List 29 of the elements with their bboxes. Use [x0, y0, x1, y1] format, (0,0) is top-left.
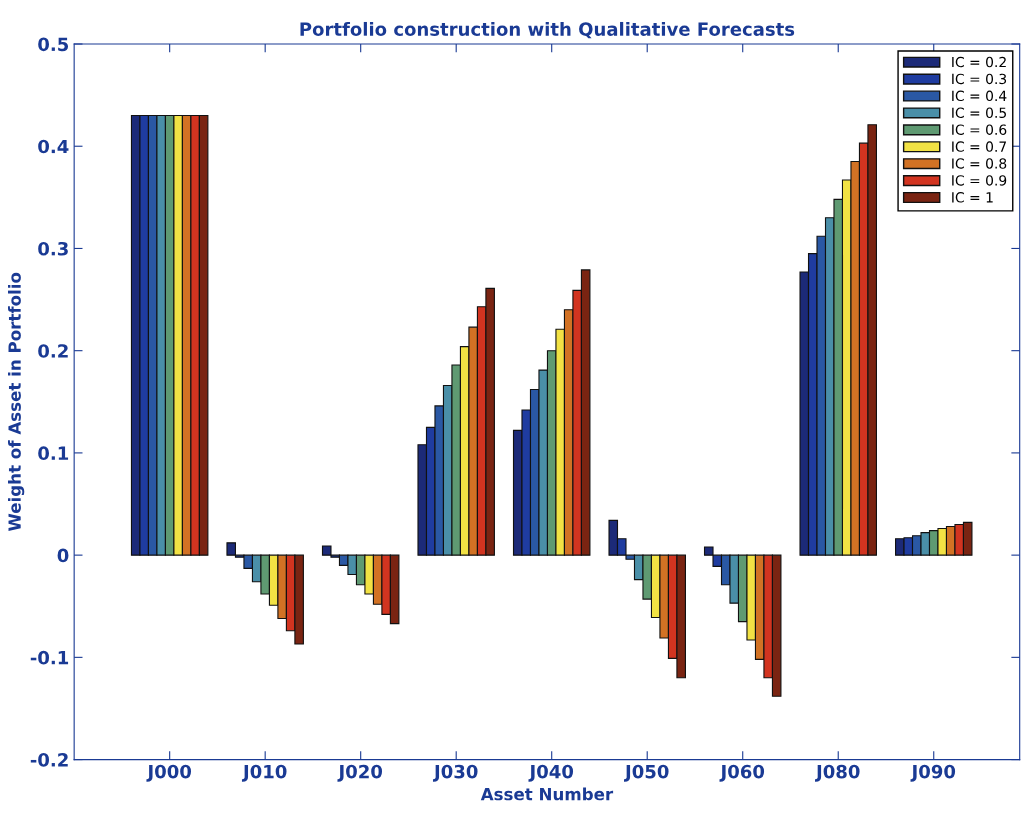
y-tick-label: 0.5 [38, 37, 69, 52]
x-tick-label: J030 [432, 764, 478, 782]
x-tick-label: J040 [528, 764, 574, 782]
legend-label: IC = 1 [952, 192, 993, 203]
legend-label: IC = 0.6 [952, 124, 1007, 135]
x-tick-label: J000 [146, 764, 192, 782]
legend-label: IC = 0.2 [952, 56, 1006, 68]
x-tick-label: J050 [624, 764, 669, 782]
legend-label: IC = 0.3 [952, 73, 1007, 85]
x-tick-label: J060 [719, 764, 765, 782]
chart-title: Portfolio construction with Qualitative Forecasts [300, 21, 795, 39]
y-tick-label: 0.3 [38, 241, 68, 256]
legend-label: IC = 0.8 [952, 158, 1007, 169]
x-tick-label: J010 [241, 764, 287, 782]
legend-label: IC = 0.9 [952, 175, 1007, 186]
y-tick-label: -0.1 [30, 650, 69, 665]
y-axis-title: Weight of Asset in Portfolio [8, 272, 25, 532]
legend-label: IC = 0.5 [952, 107, 1006, 118]
x-tick-label: J090 [910, 764, 956, 782]
legend-label: IC = 0.7 [952, 141, 1007, 152]
y-tick-label: 0.4 [38, 139, 69, 154]
y-tick-label: 0.1 [38, 446, 69, 461]
y-tick-label: -0.2 [30, 753, 68, 767]
x-tick-label: J020 [337, 764, 383, 782]
y-tick-label: 0 [57, 548, 69, 563]
legend-label: IC = 0.4 [952, 90, 1007, 102]
y-tick-label: 0.2 [38, 344, 68, 358]
x-axis-title: Asset Number [480, 787, 614, 801]
x-tick-label: J080 [815, 764, 860, 782]
